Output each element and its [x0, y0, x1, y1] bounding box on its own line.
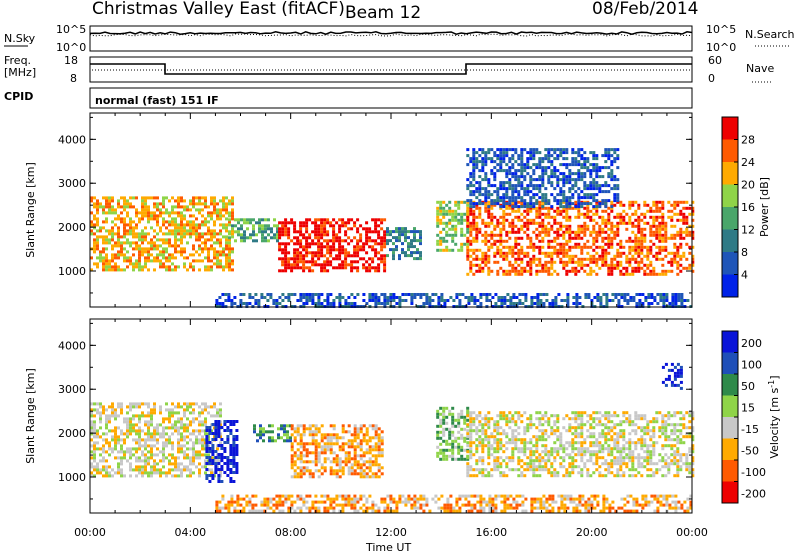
power-colorbar-tick: 28 — [741, 134, 755, 147]
freq-unit-label: [MHz] — [4, 66, 36, 79]
power-y-tick-label: 3000 — [58, 177, 86, 190]
time-axis-ticks: 00:00 04:00 08:00 12:00 16:00 20:00 00:00 — [74, 526, 708, 539]
cpid-label: CPID — [4, 90, 33, 103]
nsky-trace — [89, 30, 693, 35]
velocity-y-tick-label: 2000 — [58, 427, 86, 440]
cpid-mode-text: normal (fast) 151 IF — [95, 94, 219, 107]
velocity-colorbar-tick: -200 — [741, 487, 766, 500]
date-label: 08/Feb/2014 — [592, 0, 698, 19]
power-y-tick-label: 2000 — [58, 221, 86, 234]
nave-label: Nave — [746, 62, 774, 75]
power-y-axis-label: Slant Range [km] — [24, 162, 37, 258]
nsearch-label: N.Search — [745, 28, 795, 41]
power-panel: 1000 2000 3000 4000 Slant Range [km] 4 8 12 16 20… — [24, 112, 771, 308]
power-colorbar-swatch — [722, 252, 738, 275]
velocity-colorbar-swatch — [722, 438, 738, 460]
velocity-colorbar-tick: 15 — [741, 401, 755, 414]
x-axis-label: Time UT — [365, 541, 411, 554]
nsky-panel: N.Sky 10^5 10^0 10^5 10^0 N.Search — [4, 23, 795, 54]
x-tick-label: 12:00 — [375, 526, 407, 539]
velocity-colorbar-tick: 200 — [741, 337, 762, 350]
power-colorbar-tick: 8 — [741, 246, 748, 259]
nsearch-trace — [89, 33, 693, 37]
x-tick-label: 08:00 — [275, 526, 307, 539]
velocity-colorbar-tick: 100 — [741, 358, 762, 371]
velocity-panel: 1000 2000 3000 4000 Slant Range [km] 200 100 50… — [24, 318, 781, 514]
power-colorbar-swatch — [722, 274, 738, 297]
velocity-colorbar-swatch — [722, 417, 738, 439]
freq-trace — [90, 63, 692, 75]
velocity-data-cells — [90, 362, 695, 513]
freq-panel: Freq. [MHz] 18 8 60 0 Nave — [4, 54, 774, 85]
velocity-y-tick-label: 1000 — [58, 471, 86, 484]
velocity-colorbar-label: Velocity [m s-1] — [767, 375, 781, 458]
nsky-tick-high: 10^5 — [56, 23, 86, 36]
power-y-tick-label: 1000 — [58, 265, 86, 278]
freq-label: Freq. — [4, 54, 31, 67]
x-tick-label: 04:00 — [174, 526, 206, 539]
x-tick-label: 00:00 — [74, 526, 106, 539]
power-colorbar-swatch — [722, 229, 738, 252]
power-colorbar-tick: 16 — [741, 201, 755, 214]
velocity-colorbar-tick: 50 — [741, 380, 755, 393]
power-colorbar-label: Power [dB] — [758, 177, 771, 237]
nsky-label: N.Sky — [4, 32, 36, 45]
velocity-colorbar: 200 100 50 15 -15 -50 -100 -200 Velocity [m s-1] — [721, 330, 781, 504]
station-title: Christmas Valley East (fitACF) — [92, 0, 345, 19]
velocity-colorbar-swatch — [722, 395, 738, 417]
velocity-colorbar-swatch — [722, 481, 738, 503]
velocity-colorbar-swatch — [722, 352, 738, 374]
velocity-colorbar-swatch — [722, 331, 738, 353]
freq-tick-high: 18 — [64, 54, 78, 67]
x-tick-label: 20:00 — [576, 526, 608, 539]
velocity-colorbar-tick: -15 — [741, 423, 759, 436]
power-colorbar-swatch — [722, 117, 738, 140]
power-y-tick-label: 4000 — [58, 133, 86, 146]
power-colorbar-swatch — [722, 162, 738, 185]
power-data-cells — [90, 148, 695, 308]
power-colorbar: 4 8 12 16 20 24 28 Power [dB] — [721, 116, 771, 298]
power-colorbar-tick: 20 — [741, 179, 755, 192]
freq-tick-low: 8 — [70, 72, 77, 85]
velocity-colorbar-swatch — [722, 460, 738, 482]
velocity-y-axis-label: Slant Range [km] — [24, 368, 37, 464]
velocity-colorbar-swatch — [722, 374, 738, 396]
power-colorbar-tick: 24 — [741, 156, 755, 169]
nave-tick-high: 60 — [708, 54, 722, 67]
power-colorbar-swatch — [722, 184, 738, 207]
power-colorbar-swatch — [722, 139, 738, 162]
nsearch-tick-low: 10^0 — [706, 41, 736, 54]
nsearch-tick-high: 10^5 — [706, 23, 736, 36]
velocity-y-tick-label: 4000 — [58, 339, 86, 352]
velocity-colorbar-tick: -100 — [741, 466, 766, 479]
velocity-colorbar-tick: -50 — [741, 444, 759, 457]
x-tick-label: 16:00 — [475, 526, 507, 539]
nave-tick-low: 0 — [708, 72, 715, 85]
power-colorbar-swatch — [722, 207, 738, 230]
beam-label: Beam 12 — [345, 3, 421, 23]
nsky-tick-low: 10^0 — [56, 41, 86, 54]
x-tick-label: 00:00 — [676, 526, 708, 539]
velocity-y-tick-label: 3000 — [58, 383, 86, 396]
power-colorbar-tick: 4 — [741, 269, 748, 282]
power-colorbar-tick: 12 — [741, 224, 755, 237]
